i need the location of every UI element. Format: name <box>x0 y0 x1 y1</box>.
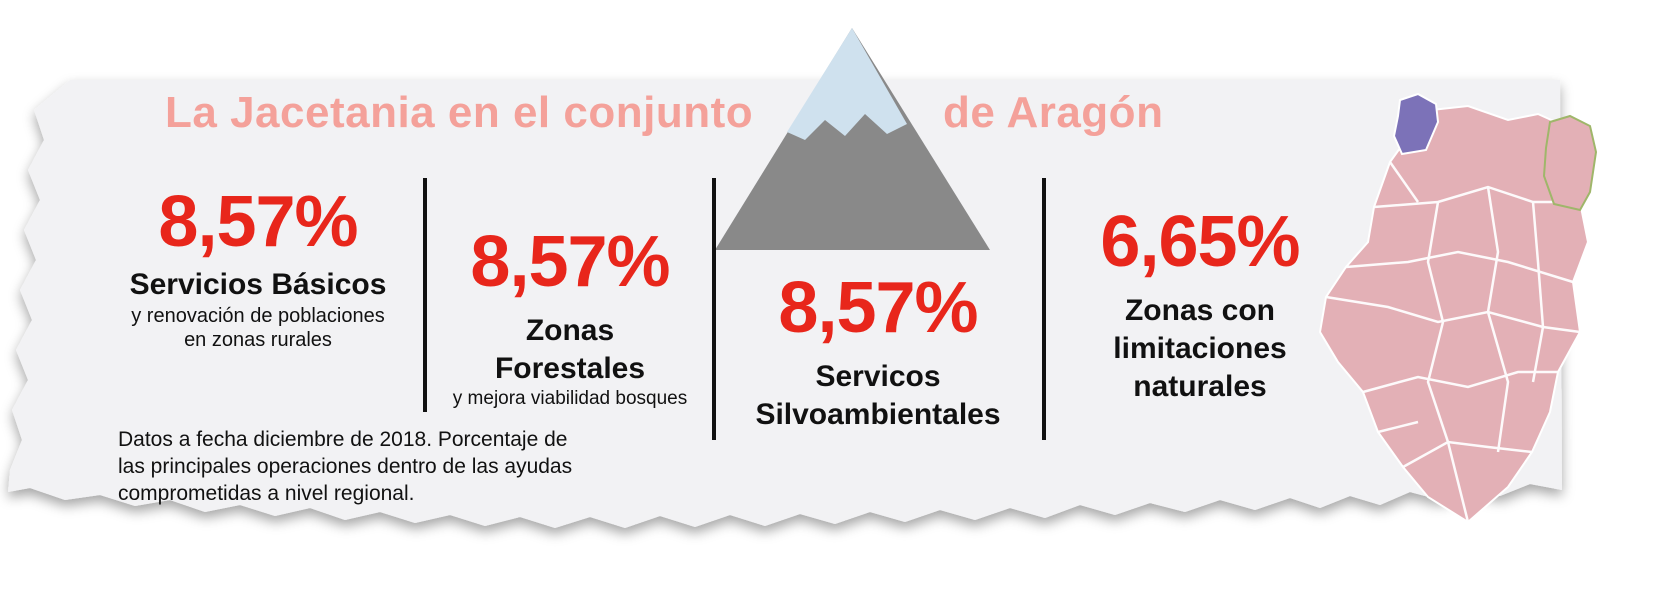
title-part-2: de Aragón <box>943 88 1164 137</box>
stat-label-line-2: Silvoambientales <box>755 398 1001 432</box>
stat-percent: 8,57% <box>470 222 670 302</box>
stat-servicios-silvoambientales: 8,57% Servicos Silvoambientales <box>718 272 1038 434</box>
divider-1 <box>423 178 427 412</box>
stat-label-line-1: Zonas con <box>1124 294 1275 327</box>
note-line-1: Datos a fecha diciembre de 2018. Porcent… <box>118 428 568 451</box>
divider-3 <box>1042 178 1046 440</box>
stat-label-line-1: Servicos <box>815 360 941 393</box>
stat-label-line-3: naturales <box>1133 370 1267 404</box>
note-line-3: comprometidas a nivel regional. <box>118 482 415 505</box>
stat-servicios-basicos: 8,57% Servicios Básicos y renovación de … <box>108 186 408 352</box>
page-title: La Jacetania en el conjunto de Aragón <box>165 88 1163 138</box>
stat-zonas-forestales: 8,57% Zonas Forestales y mejora viabilid… <box>430 226 710 411</box>
stat-percent: 6,65% <box>1100 202 1300 282</box>
stat-sub-line-1: y renovación de poblaciones <box>131 305 385 328</box>
data-note: Datos a fecha diciembre de 2018. Porcent… <box>118 426 678 507</box>
stat-label-line-1: Zonas <box>525 314 615 347</box>
note-line-2: las principales operaciones dentro de la… <box>118 455 573 478</box>
stat-zonas-limitaciones: 6,65% Zonas con limitaciones naturales <box>1050 206 1350 406</box>
stat-percent: 8,57% <box>778 268 978 348</box>
title-part-1: La Jacetania en el conjunto <box>165 88 754 137</box>
stat-label-line-2: limitaciones <box>1113 332 1287 366</box>
aragon-map-icon <box>1318 92 1600 522</box>
stat-label-line-2: Forestales <box>494 352 646 386</box>
stat-percent: 8,57% <box>158 182 358 262</box>
divider-2 <box>712 178 716 440</box>
mountain-icon <box>715 28 990 250</box>
stat-sub-line-2: en zonas rurales <box>184 329 332 352</box>
stat-sub: y mejora viabilidad bosques <box>452 388 688 410</box>
stat-label: Servicios Básicos <box>129 268 387 301</box>
